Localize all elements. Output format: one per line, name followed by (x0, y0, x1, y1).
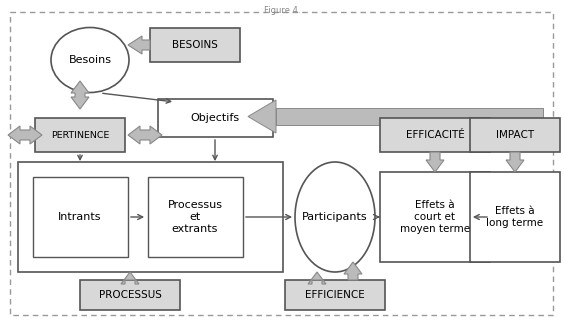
FancyBboxPatch shape (33, 177, 127, 257)
FancyBboxPatch shape (35, 118, 125, 152)
Text: EFFICACITÉ: EFFICACITÉ (406, 130, 464, 140)
Text: Figure 4.: Figure 4. (264, 6, 300, 15)
Text: BESOINS: BESOINS (172, 40, 218, 50)
Text: EFFICIENCE: EFFICIENCE (305, 290, 365, 300)
Text: Intrants: Intrants (58, 212, 102, 222)
FancyBboxPatch shape (148, 177, 243, 257)
FancyBboxPatch shape (276, 108, 543, 125)
Polygon shape (344, 262, 362, 280)
Polygon shape (506, 152, 524, 172)
Polygon shape (128, 126, 162, 144)
Polygon shape (121, 272, 139, 284)
FancyBboxPatch shape (150, 28, 240, 62)
Text: PERTINENCE: PERTINENCE (51, 131, 109, 139)
Text: Effets à
long terme: Effets à long terme (486, 206, 544, 228)
FancyBboxPatch shape (285, 280, 385, 310)
FancyBboxPatch shape (157, 99, 272, 137)
FancyBboxPatch shape (380, 172, 490, 262)
FancyBboxPatch shape (470, 118, 560, 152)
Polygon shape (71, 81, 89, 109)
FancyBboxPatch shape (470, 172, 560, 262)
FancyBboxPatch shape (18, 162, 283, 272)
Polygon shape (128, 36, 150, 54)
Text: PROCESSUS: PROCESSUS (99, 290, 161, 300)
Text: Objectifs: Objectifs (191, 113, 240, 123)
Polygon shape (8, 126, 42, 144)
Ellipse shape (51, 28, 129, 93)
Text: Besoins: Besoins (68, 55, 112, 65)
Polygon shape (308, 272, 326, 284)
Text: Processus
et
extrants: Processus et extrants (168, 201, 223, 234)
Polygon shape (248, 100, 276, 133)
FancyBboxPatch shape (80, 280, 180, 310)
FancyBboxPatch shape (380, 118, 490, 152)
Ellipse shape (295, 162, 375, 272)
Polygon shape (426, 152, 444, 172)
Text: IMPACT: IMPACT (496, 130, 534, 140)
Text: Participants: Participants (302, 212, 368, 222)
Text: Effets à
court et
moyen terme: Effets à court et moyen terme (400, 201, 470, 234)
